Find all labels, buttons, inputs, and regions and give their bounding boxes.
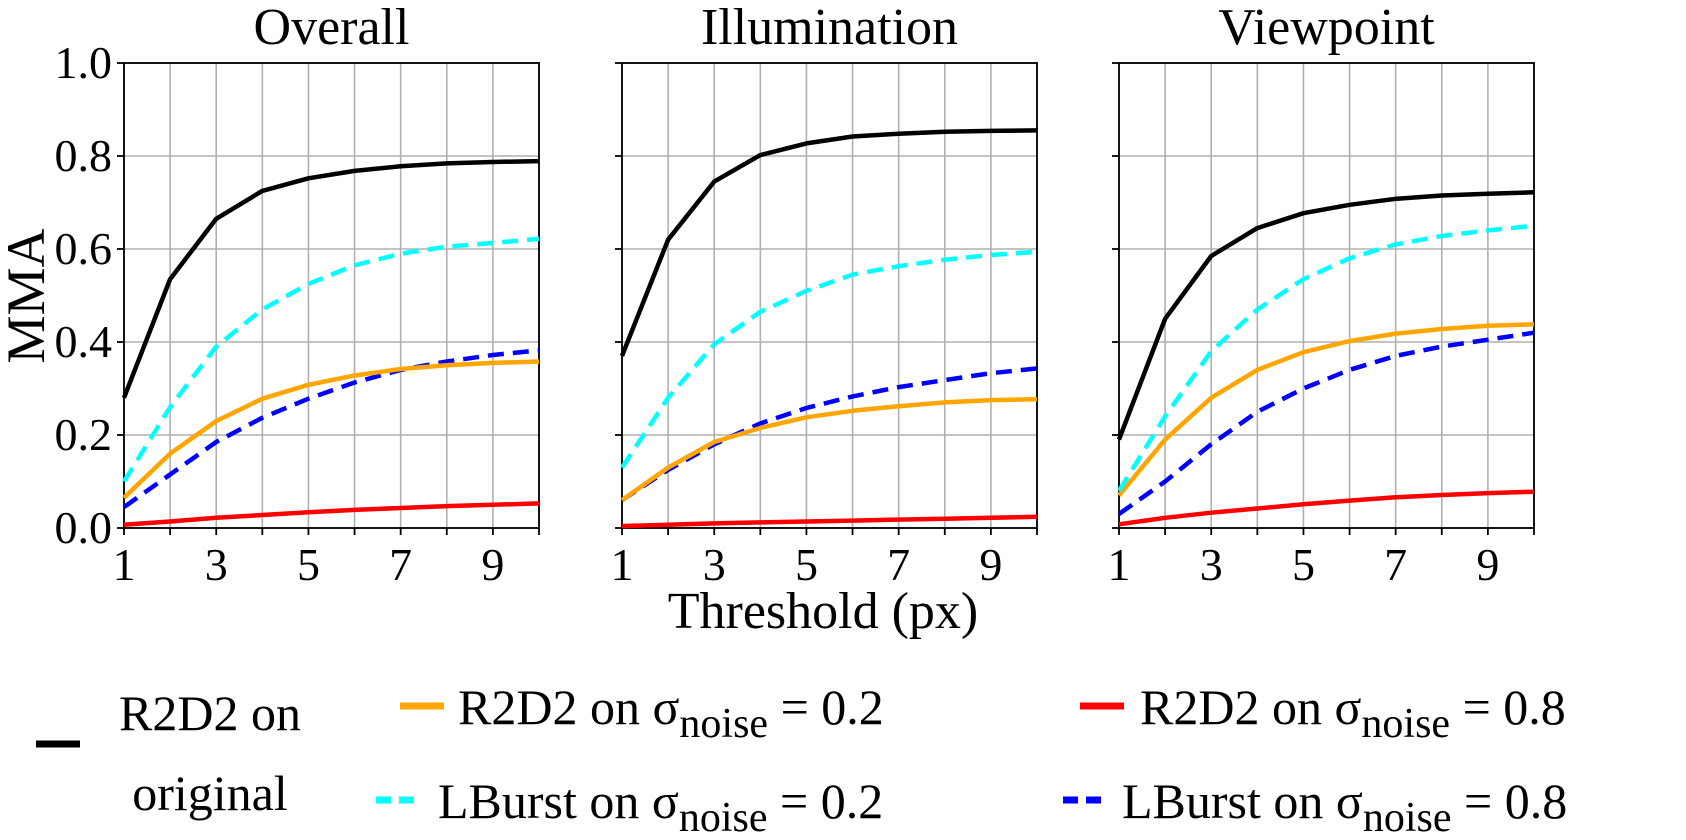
- panel-title: Overall: [254, 0, 410, 56]
- x-tick-label: 5: [795, 539, 818, 590]
- series-line-r2d2-02: [122, 359, 540, 500]
- series-line-r2d2-08: [123, 501, 540, 527]
- x-tick-label: 9: [481, 539, 504, 590]
- panel-title: Illumination: [701, 0, 958, 56]
- y-tick-label: 0.0: [55, 502, 113, 553]
- series-line-r2d2-02: [620, 396, 1038, 502]
- x-tick-label: 3: [205, 539, 228, 590]
- x-tick-label: 1: [113, 539, 136, 590]
- x-tick-label: 3: [703, 539, 726, 590]
- y-tick-label: 0.6: [55, 223, 113, 274]
- y-tick-label: 0.4: [55, 316, 113, 367]
- legend-label: R2D2 on: [119, 685, 301, 741]
- series-line-r2d2-02: [1117, 322, 1535, 497]
- series-line-lburst-02: [620, 249, 1038, 469]
- panel-overall: Overall 0.0 0.2 0.4 0.6 0.8 1.0 1 3 5 7 9: [55, 0, 540, 590]
- x-tick-label: 5: [297, 539, 320, 590]
- series-line-r2d2-orig: [121, 158, 540, 399]
- legend-label: R2D2 on σnoise = 0.2: [458, 679, 884, 747]
- x-tick-label: 5: [1292, 539, 1315, 590]
- y-tick-label: 0.8: [55, 130, 113, 181]
- x-tick-label: 3: [1200, 539, 1223, 590]
- y-tick-label: 0.2: [55, 409, 113, 460]
- panel-illumination: Illumination 1 3 5 7 9: [611, 0, 1038, 590]
- series-line-lburst-08: [122, 348, 540, 509]
- series-line-r2d2-08: [1118, 489, 1535, 527]
- x-tick-label: 9: [1476, 539, 1499, 590]
- plot-frame: [621, 62, 1038, 529]
- series-line-lburst-08: [1117, 330, 1535, 516]
- series-line-r2d2-08: [621, 514, 1038, 529]
- legend-label: LBurst on σnoise = 0.8: [1122, 773, 1567, 840]
- legend-label: LBurst on σnoise = 0.2: [438, 773, 883, 840]
- series-line-r2d2-orig: [1116, 190, 1535, 441]
- x-tick-label: 7: [887, 539, 910, 590]
- panel-viewpoint: Viewpoint 1 3 5 7 9: [1108, 0, 1535, 590]
- y-tick-label: 1.0: [55, 37, 113, 88]
- x-tick-label: 1: [1108, 539, 1131, 590]
- x-axis-label: Threshold (px): [668, 583, 978, 640]
- x-tick-label: 9: [979, 539, 1002, 590]
- chart-legend: R2D2 on original R2D2 on σnoise = 0.2 LBurs…: [36, 679, 1567, 840]
- legend-label: R2D2 on σnoise = 0.8: [1140, 679, 1566, 747]
- x-tick-label: 7: [1384, 539, 1407, 590]
- x-tick-label: 1: [611, 539, 634, 590]
- panel-title: Viewpoint: [1218, 0, 1435, 56]
- series-line-r2d2-orig: [619, 128, 1038, 357]
- series-line-lburst-02: [122, 236, 540, 483]
- y-axis-label: MMA: [0, 228, 56, 363]
- plot-frame: [1118, 62, 1535, 529]
- plot-frame: [123, 62, 540, 529]
- series-line-lburst-02: [1117, 223, 1535, 492]
- x-tick-label: 7: [389, 539, 412, 590]
- legend-label: original: [132, 765, 288, 821]
